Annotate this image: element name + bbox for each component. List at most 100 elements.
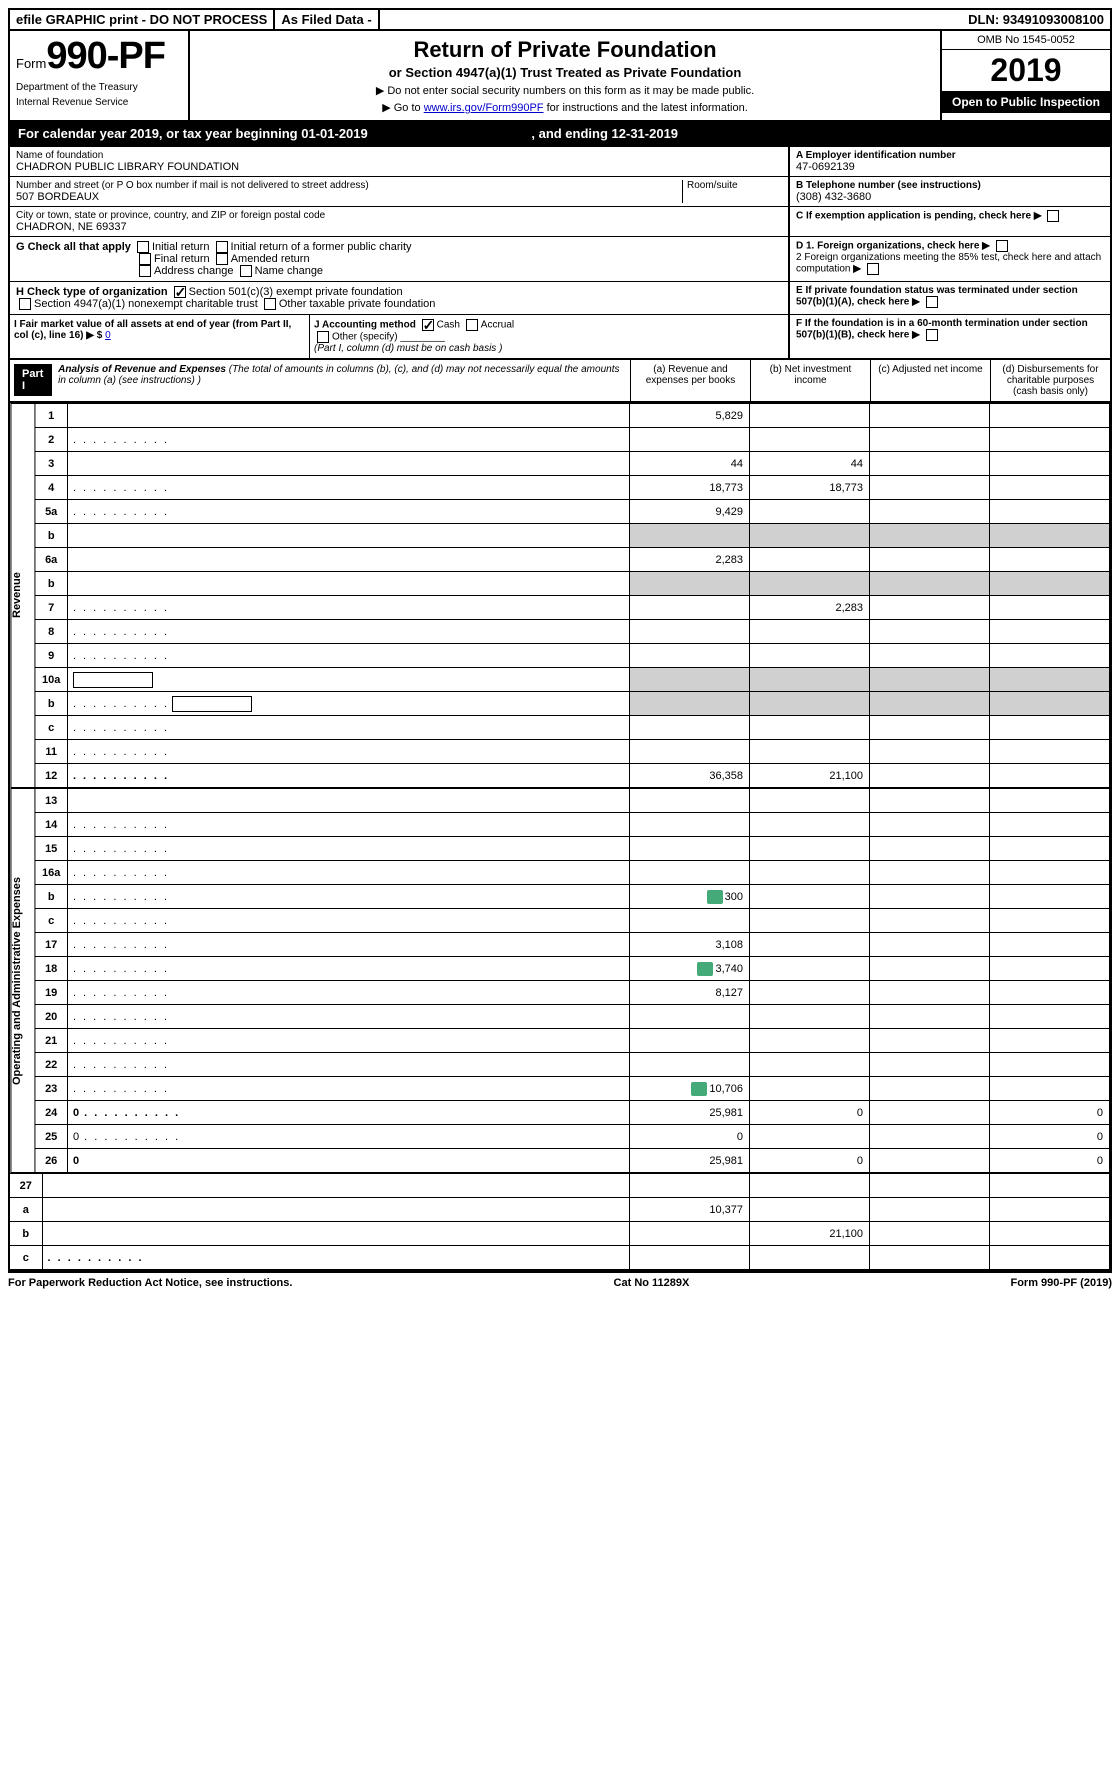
asfiled-label: As Filed Data - — [275, 10, 379, 29]
section-c: C If exemption application is pending, c… — [790, 207, 1110, 236]
table-row: 11 — [35, 740, 1109, 764]
tax-year: 2019 — [942, 50, 1110, 91]
chk-final[interactable] — [139, 253, 151, 265]
table-row: 13 — [35, 789, 1109, 813]
irs-link[interactable]: www.irs.gov/Form990PF — [424, 102, 544, 114]
ein-value: 47-0692139 — [796, 161, 1104, 173]
footer-left: For Paperwork Reduction Act Notice, see … — [8, 1277, 292, 1289]
chk-4947[interactable] — [19, 298, 31, 310]
table-row: b300 — [35, 885, 1109, 909]
chk-f[interactable] — [926, 329, 938, 341]
summary-table: 27a10,377b21,100c — [10, 1173, 1110, 1270]
table-row: 24025,98100 — [35, 1101, 1109, 1125]
section-f: F If the foundation is in a 60-month ter… — [790, 315, 1110, 358]
section-e: E If private foundation status was termi… — [790, 282, 1110, 314]
dln-label: DLN: 93491093008100 — [962, 10, 1110, 29]
dept-irs: Internal Revenue Service — [16, 97, 182, 108]
year-box: OMB No 1545-0052 2019 Open to Public Ins… — [940, 31, 1110, 120]
table-row: 34444 — [35, 452, 1109, 476]
table-row: 26025,98100 — [35, 1149, 1109, 1173]
table-row: 25000 — [35, 1125, 1109, 1149]
table-row: 14 — [35, 813, 1109, 837]
title-box: Return of Private Foundation or Section … — [190, 31, 940, 120]
part-1-badge: Part I — [14, 364, 52, 396]
col-b-header: (b) Net investment income — [750, 360, 870, 401]
open-inspection: Open to Public Inspection — [942, 91, 1110, 113]
table-row: 6a2,283 — [35, 548, 1109, 572]
table-row: 2310,706 — [35, 1077, 1109, 1101]
table-row: c — [10, 1246, 1110, 1270]
table-row: 198,127 — [35, 981, 1109, 1005]
note-link: ▶ Go to www.irs.gov/Form990PF for instru… — [196, 101, 934, 114]
room-suite: Room/suite — [682, 180, 782, 203]
table-row: 5a9,429 — [35, 500, 1109, 524]
col-c-header: (c) Adjusted net income — [870, 360, 990, 401]
attachment-icon[interactable] — [691, 1082, 707, 1096]
expenses-side-label: Operating and Administrative Expenses — [10, 788, 35, 1173]
table-row: 21 — [35, 1029, 1109, 1053]
col-a-header: (a) Revenue and expenses per books — [630, 360, 750, 401]
table-row: 1236,35821,100 — [35, 764, 1109, 788]
chk-name[interactable] — [240, 265, 252, 277]
calendar-year-row: For calendar year 2019, or tax year begi… — [8, 122, 1112, 147]
page-footer: For Paperwork Reduction Act Notice, see … — [8, 1272, 1112, 1293]
table-row: 27 — [10, 1174, 1110, 1198]
section-d: D 1. Foreign organizations, check here ▶… — [790, 237, 1110, 281]
attachment-icon[interactable] — [707, 890, 723, 904]
section-i-j: I Fair market value of all assets at end… — [10, 315, 790, 358]
table-row: 183,740 — [35, 957, 1109, 981]
chk-other-tax[interactable] — [264, 298, 276, 310]
chk-other-method[interactable] — [317, 331, 329, 343]
form-title: Return of Private Foundation — [196, 37, 934, 63]
form-number: 990-PF — [46, 35, 165, 77]
table-row: 10a — [35, 668, 1109, 692]
chk-501c3[interactable] — [174, 286, 186, 298]
chk-accrual[interactable] — [466, 319, 478, 331]
note-ssn: ▶ Do not enter social security numbers o… — [196, 84, 934, 97]
foundation-name: CHADRON PUBLIC LIBRARY FOUNDATION — [16, 161, 782, 173]
table-row: 15 — [35, 837, 1109, 861]
checkbox-c[interactable] — [1047, 210, 1059, 222]
form-subtitle: or Section 4947(a)(1) Trust Treated as P… — [196, 65, 934, 80]
table-row: 22 — [35, 1053, 1109, 1077]
chk-cash[interactable] — [422, 319, 434, 331]
table-row: b — [35, 524, 1109, 548]
form-header: Form990-PF Department of the Treasury In… — [8, 31, 1112, 122]
telephone-value: (308) 432-3680 — [796, 191, 1104, 203]
ein-cell: A Employer identification number 47-0692… — [790, 147, 1110, 176]
part-1-header: Part I Analysis of Revenue and Expenses … — [10, 360, 1110, 403]
dept-treasury: Department of the Treasury — [16, 82, 182, 93]
table-row: b — [35, 572, 1109, 596]
omb-number: OMB No 1545-0052 — [942, 31, 1110, 50]
chk-initial-former[interactable] — [216, 241, 228, 253]
revenue-side-label: Revenue — [10, 403, 35, 788]
city-cell: City or town, state or province, country… — [10, 207, 790, 236]
chk-amended[interactable] — [216, 253, 228, 265]
attachment-icon[interactable] — [697, 962, 713, 976]
table-row: 2 — [35, 428, 1109, 452]
table-row: 8 — [35, 620, 1109, 644]
table-row: b21,100 — [10, 1222, 1110, 1246]
footer-right: Form 990-PF (2019) — [1010, 1277, 1112, 1289]
efile-label: efile GRAPHIC print - DO NOT PROCESS — [10, 10, 275, 29]
top-bar: efile GRAPHIC print - DO NOT PROCESS As … — [8, 8, 1112, 31]
address-cell: Number and street (or P O box number if … — [10, 177, 790, 206]
chk-address[interactable] — [139, 265, 151, 277]
table-row: b — [35, 692, 1109, 716]
entity-info: Name of foundation CHADRON PUBLIC LIBRAR… — [8, 147, 1112, 360]
form-label: Form — [16, 56, 46, 71]
chk-initial[interactable] — [137, 241, 149, 253]
chk-e[interactable] — [926, 296, 938, 308]
table-row: c — [35, 909, 1109, 933]
col-d-header: (d) Disbursements for charitable purpose… — [990, 360, 1110, 401]
table-row: 418,77318,773 — [35, 476, 1109, 500]
footer-mid: Cat No 11289X — [614, 1277, 690, 1289]
table-row: 15,829 — [35, 404, 1109, 428]
foundation-name-cell: Name of foundation CHADRON PUBLIC LIBRAR… — [10, 147, 790, 176]
city-value: CHADRON, NE 69337 — [16, 221, 782, 233]
chk-d1[interactable] — [996, 240, 1008, 252]
revenue-table: 15,829234444418,77318,7735a9,429b6a2,283… — [35, 403, 1110, 788]
section-g: G Check all that apply Initial return In… — [10, 237, 790, 281]
part-1: Part I Analysis of Revenue and Expenses … — [8, 360, 1112, 1272]
chk-d2[interactable] — [867, 263, 879, 275]
